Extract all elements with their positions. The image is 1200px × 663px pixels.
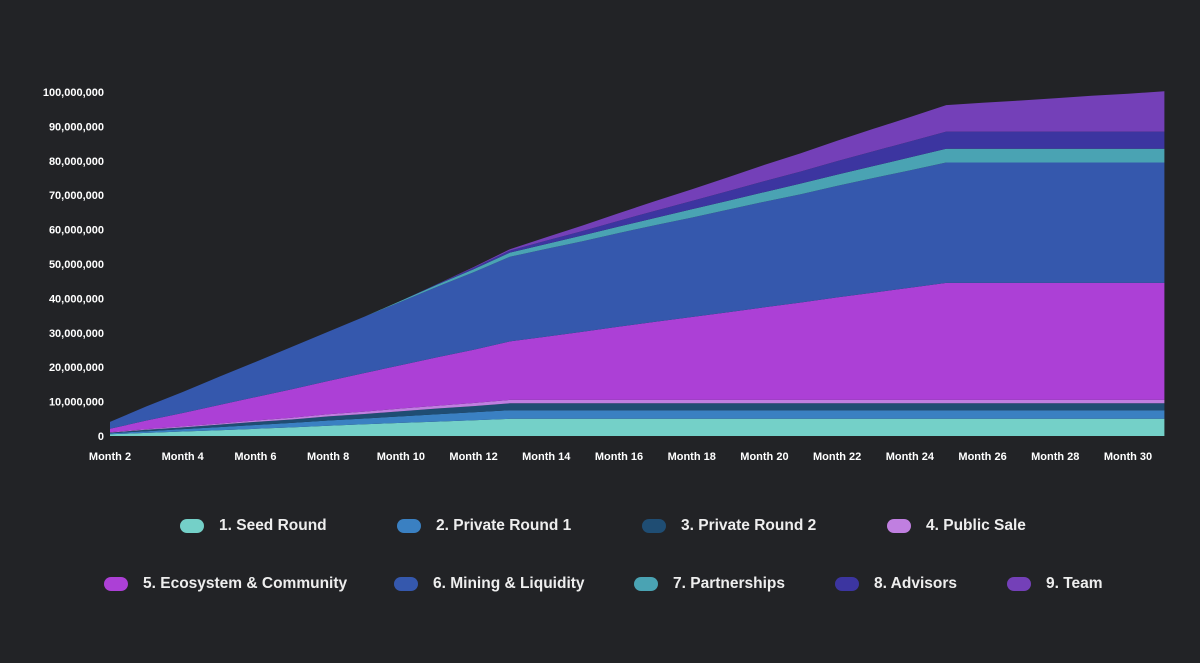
legend-label: 4. Public Sale — [926, 517, 1026, 534]
legend-item-private-round-2[interactable]: 3. Private Round 2 — [642, 514, 816, 538]
legend-swatch — [104, 577, 128, 591]
legend-item-private-round-1[interactable]: 2. Private Round 1 — [397, 514, 571, 538]
y-tick-label: 10,000,000 — [49, 397, 104, 409]
y-tick-label: 0 — [98, 431, 104, 443]
area-team[interactable] — [110, 91, 1165, 422]
x-tick-label: Month 24 — [886, 451, 935, 463]
stacked-area-chart: 0 10,000,000 20,000,000 30,000,000 40,000,00… — [43, 87, 1165, 463]
legend-label: 2. Private Round 1 — [436, 517, 572, 534]
legend-item-partnerships[interactable]: 7. Partnerships — [634, 572, 785, 596]
legend-label: 8. Advisors — [874, 575, 957, 592]
legend-item-mining-liquidity[interactable]: 6. Mining & Liquidity — [394, 572, 585, 596]
y-tick-label: 50,000,000 — [49, 259, 104, 271]
legend-swatch — [887, 519, 911, 533]
y-axis: 0 10,000,000 20,000,000 30,000,000 40,000,00… — [43, 87, 104, 443]
legend-swatch — [835, 577, 859, 591]
x-tick-label: Month 12 — [449, 451, 497, 463]
y-tick-label: 40,000,000 — [49, 293, 104, 305]
legend-swatch — [642, 519, 666, 533]
legend-label: 5. Ecosystem & Community — [143, 575, 348, 592]
x-tick-label: Month 20 — [740, 451, 788, 463]
area-series-group — [110, 91, 1165, 436]
x-tick-label: Month 6 — [234, 451, 276, 463]
legend-label: 6. Mining & Liquidity — [433, 575, 585, 592]
area-mining-liquidity[interactable] — [110, 162, 1165, 429]
y-tick-label: 100,000,000 — [43, 87, 104, 99]
x-tick-label: Month 8 — [307, 451, 349, 463]
legend-item-ecosystem-community[interactable]: 5. Ecosystem & Community — [104, 572, 347, 596]
x-tick-label: Month 26 — [958, 451, 1006, 463]
area-public-sale[interactable] — [110, 399, 1165, 433]
legend-label: 1. Seed Round — [219, 517, 327, 534]
legend-item-seed-round[interactable]: 1. Seed Round — [180, 514, 327, 538]
y-tick-label: 90,000,000 — [49, 121, 104, 133]
x-axis: Month 2 Month 4 Month 6 Month 8 Month 10 Mont… — [89, 451, 1152, 463]
y-tick-label: 80,000,000 — [49, 156, 104, 168]
y-tick-label: 30,000,000 — [49, 328, 104, 340]
x-tick-label: Month 16 — [595, 451, 643, 463]
x-tick-label: Month 18 — [668, 451, 716, 463]
legend-label: 3. Private Round 2 — [681, 517, 817, 534]
legend-swatch — [1007, 577, 1031, 591]
x-tick-label: Month 10 — [377, 451, 425, 463]
legend-row-1: 1. Seed Round 2. Private Round 1 3. Priv… — [0, 514, 1200, 538]
x-tick-label: Month 28 — [1031, 451, 1079, 463]
legend-item-team[interactable]: 9. Team — [1007, 572, 1103, 596]
x-tick-label: Month 30 — [1104, 451, 1152, 463]
area-private-round-1[interactable] — [110, 410, 1165, 435]
y-tick-label: 70,000,000 — [49, 190, 104, 202]
area-private-round-2[interactable] — [110, 403, 1165, 434]
y-tick-label: 20,000,000 — [49, 362, 104, 374]
x-tick-label: Month 2 — [89, 451, 131, 463]
legend-swatch — [180, 519, 204, 533]
area-ecosystem-community[interactable] — [110, 282, 1165, 433]
legend-swatch — [397, 519, 421, 533]
legend-row-2: 5. Ecosystem & Community 6. Mining & Liq… — [0, 572, 1200, 596]
x-tick-label: Month 4 — [162, 451, 205, 463]
legend-swatch — [634, 577, 658, 591]
legend-item-public-sale[interactable]: 4. Public Sale — [887, 514, 1026, 538]
legend-item-advisors[interactable]: 8. Advisors — [835, 572, 957, 596]
area-seed-round[interactable] — [110, 418, 1165, 436]
x-tick-label: Month 22 — [813, 451, 861, 463]
legend-label: 7. Partnerships — [673, 575, 785, 592]
y-tick-label: 60,000,000 — [49, 225, 104, 237]
legend-swatch — [394, 577, 418, 591]
x-tick-label: Month 14 — [522, 451, 571, 463]
legend-label: 9. Team — [1046, 575, 1103, 592]
